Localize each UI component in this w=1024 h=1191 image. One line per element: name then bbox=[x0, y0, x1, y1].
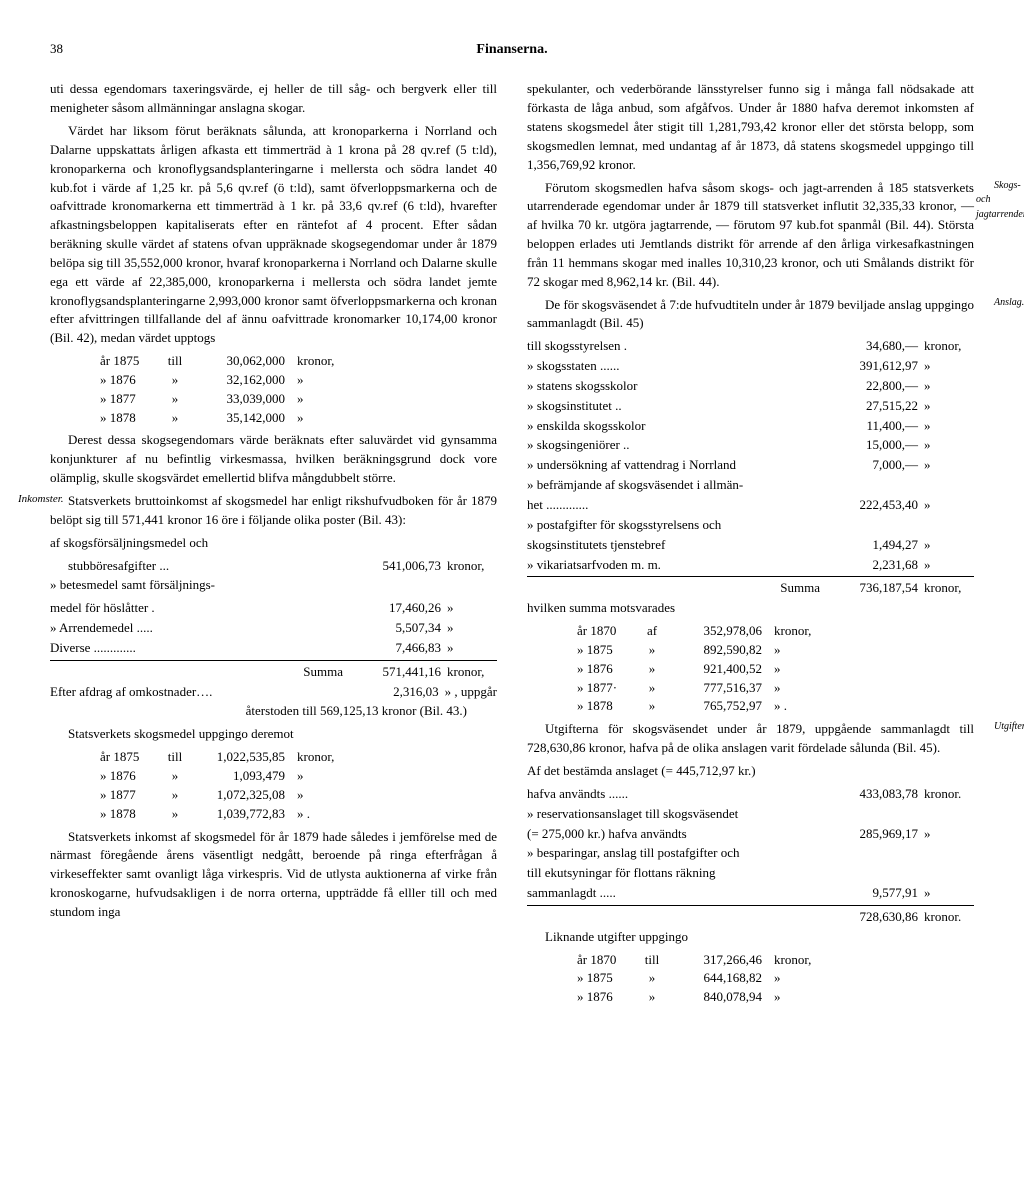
sum-row: 728,630,86 kronor. bbox=[527, 905, 974, 927]
right-column: spekulanter, och vederbörande länsstyrel… bbox=[527, 80, 974, 1011]
list-item: » 1877»33,039,000» bbox=[100, 390, 497, 409]
row: Efter afdrag af omkostnader…. 2,316,03 »… bbox=[50, 683, 497, 702]
list-item: » vikariatsarfvoden m. m. 2,231,68» bbox=[527, 556, 974, 575]
year-list-4: år 1870till317,266,46kronor,» 1875»644,1… bbox=[577, 951, 974, 1008]
list-item: » enskilda skogsskolor 11,400,—» bbox=[527, 417, 974, 436]
list-item: sammanlagdt .....9,577,91» bbox=[527, 884, 974, 903]
list-item: hafva användts ......433,083,78kronor. bbox=[527, 785, 974, 804]
list-item: stubböresafgifter ...541,006,73kronor, bbox=[68, 557, 497, 576]
list-item: » 1878»35,142,000» bbox=[100, 409, 497, 428]
year-list-3: år 1870af352,978,06kronor,» 1875»892,590… bbox=[577, 622, 974, 716]
fin-block: stubböresafgifter ...541,006,73kronor, bbox=[68, 557, 497, 576]
year-list-2: år 1875till1,022,535,85kronor,» 1876»1,0… bbox=[100, 748, 497, 823]
page-header: 38 Finanserna. bbox=[50, 40, 974, 60]
list-item: » 1877»1,072,325,08» bbox=[100, 786, 497, 805]
para: Inkomster. Statsverkets bruttoinkomst af… bbox=[50, 492, 497, 530]
list-item: » 1878»765,752,97» . bbox=[577, 697, 974, 716]
list-item: » 1876»32,162,000» bbox=[100, 371, 497, 390]
para: Statsverkets inkomst af skogsmedel för å… bbox=[50, 828, 497, 922]
para: Af det bestämda anslaget (= 445,712,97 k… bbox=[527, 762, 974, 781]
list-item: » befrämjande af skogsväsendet i allmän- bbox=[527, 476, 974, 495]
list-item: Diverse .............7,466,83» bbox=[50, 639, 497, 658]
list-item: » reservationsanslaget till skogsväsende… bbox=[527, 805, 974, 824]
para: Värdet har liksom förut beräknats sålund… bbox=[50, 122, 497, 348]
sum-row: Summa 736,187,54 kronor, bbox=[527, 576, 974, 598]
margin-note: Anslag. bbox=[976, 296, 1024, 311]
text-columns: uti dessa egendomars taxeringsvärde, ej … bbox=[50, 80, 974, 1011]
left-column: uti dessa egendomars taxeringsvärde, ej … bbox=[50, 80, 497, 1011]
list-item: » skogsstaten ......391,612,97» bbox=[527, 357, 974, 376]
para: Liknande utgifter uppgingo bbox=[527, 928, 974, 947]
list-item: » 1876»1,093,479» bbox=[100, 767, 497, 786]
para: » betesmedel samt försäljnings- bbox=[50, 576, 497, 595]
list-item: till ekutsyningar för flottans räkning bbox=[527, 864, 974, 883]
list-item: » 1876»840,078,94» bbox=[577, 988, 974, 1007]
list-item: » skogsingeniörer ..15,000,—» bbox=[527, 436, 974, 455]
margin-note: Skogs- och jagtarrenden. bbox=[976, 179, 1024, 223]
list-item: (= 275,000 kr.) hafva användts 285,969,1… bbox=[527, 825, 974, 844]
para: uti dessa egendomars taxeringsvärde, ej … bbox=[50, 80, 497, 118]
para: Anslag. De för skogsväsendet å 7:de hufv… bbox=[527, 296, 974, 334]
list-item: » 1878»1,039,772,83» . bbox=[100, 805, 497, 824]
margin-note: Utgifter. bbox=[976, 720, 1024, 735]
list-item: » undersökning af vattendrag i Norrland … bbox=[527, 456, 974, 475]
list-item: » 1875»644,168,82» bbox=[577, 969, 974, 988]
list-item: » besparingar, anslag till postafgifter … bbox=[527, 844, 974, 863]
header-title: Finanserna. bbox=[358, 40, 666, 60]
list-item: år 1870af352,978,06kronor, bbox=[577, 622, 974, 641]
fin-block: medel för höslåtter .17,460,26»» Arrende… bbox=[50, 599, 497, 658]
list-item: » statens skogsskolor 22,800,—» bbox=[527, 377, 974, 396]
list-item: medel för höslåtter .17,460,26» bbox=[50, 599, 497, 618]
list-item: år 1875till30,062,000kronor, bbox=[100, 352, 497, 371]
list-item: skogsinstitutets tjenstebref 1,494,27» bbox=[527, 536, 974, 555]
list-item: » postafgifter för skogsstyrelsens och bbox=[527, 516, 974, 535]
para: återstoden till 569,125,13 kronor (Bil. … bbox=[50, 702, 497, 721]
page-number: 38 bbox=[50, 40, 358, 60]
para: Derest dessa skogsegendomars värde beräk… bbox=[50, 431, 497, 488]
year-list-1: år 1875till30,062,000kronor,» 1876»32,16… bbox=[100, 352, 497, 427]
para: Utgifter. Utgifterna för skogsväsendet u… bbox=[527, 720, 974, 758]
anslag-block: till skogsstyrelsen .34,680,—kronor,» sk… bbox=[527, 337, 974, 574]
para: spekulanter, och vederbörande länsstyrel… bbox=[527, 80, 974, 174]
list-item: » 1877·»777,516,37» bbox=[577, 679, 974, 698]
list-item: » 1876»921,400,52» bbox=[577, 660, 974, 679]
list-item: » 1875»892,590,82» bbox=[577, 641, 974, 660]
list-item: år 1875till1,022,535,85kronor, bbox=[100, 748, 497, 767]
list-item: » Arrendemedel .....5,507,34» bbox=[50, 619, 497, 638]
list-item: » skogsinstitutet ..27,515,22» bbox=[527, 397, 974, 416]
list-item: år 1870till317,266,46kronor, bbox=[577, 951, 974, 970]
list-item: het .............222,453,40» bbox=[527, 496, 974, 515]
sum-row: Summa 571,441,16 kronor, bbox=[50, 660, 497, 682]
margin-note: Inkomster. bbox=[0, 492, 48, 508]
para: Statsverkets skogsmedel uppgingo deremot bbox=[50, 725, 497, 744]
para: hvilken summa motsvarades bbox=[527, 599, 974, 618]
utg-block: hafva användts ......433,083,78kronor.» … bbox=[527, 785, 974, 903]
para: af skogsförsäljningsmedel och bbox=[50, 534, 497, 553]
list-item: till skogsstyrelsen .34,680,—kronor, bbox=[527, 337, 974, 356]
para: Skogs- och jagtarrenden. Förutom skogsme… bbox=[527, 179, 974, 292]
